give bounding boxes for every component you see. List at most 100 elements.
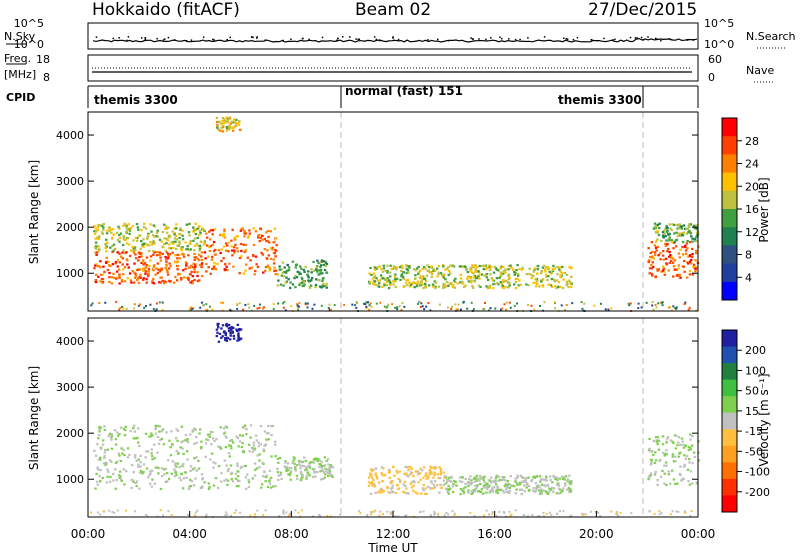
velocity-cell (436, 473, 439, 476)
power-cell (382, 264, 385, 267)
power-cell (254, 230, 258, 233)
power-cell (370, 273, 373, 277)
velocity-cell (505, 485, 509, 489)
velocity-cell (695, 481, 699, 484)
nsky-dot (213, 39, 215, 41)
velocity-cell (243, 424, 247, 427)
power-cell (138, 275, 141, 279)
power-cell (304, 265, 307, 268)
power-cell (687, 262, 690, 265)
velocity-cell (287, 514, 290, 517)
velocity-cell (230, 447, 233, 450)
velocity-cell (292, 459, 295, 462)
velocity-cell (247, 478, 250, 482)
power-cell (470, 279, 473, 282)
nsky-dot (190, 39, 193, 41)
velocity-cell (116, 434, 120, 438)
power-cell (126, 228, 130, 232)
power-cell (286, 269, 289, 272)
velocity-cell (502, 510, 505, 513)
power-cell (553, 284, 557, 288)
power-cell (186, 245, 189, 248)
power-cell (548, 270, 551, 274)
velocity-cell (308, 464, 311, 467)
power-cell (244, 303, 247, 306)
power-cell (664, 235, 667, 238)
power-cell (464, 284, 467, 287)
velocity-cell (570, 480, 573, 483)
velocity-cell (191, 430, 195, 433)
power-cell (150, 243, 154, 246)
velocity-cell (464, 482, 467, 485)
velocity-cell (137, 463, 140, 466)
velocity-cell (89, 511, 92, 514)
velocity-cell (256, 454, 259, 457)
power-cell (325, 284, 328, 287)
velocity-cell (195, 441, 198, 444)
power-cell (230, 245, 233, 248)
power-cell (656, 245, 660, 249)
power-cell (226, 244, 229, 247)
velocity-cell (419, 478, 422, 481)
velocity-cell (371, 476, 374, 479)
velocity-cell (416, 492, 419, 495)
power-cell (503, 303, 506, 306)
power-cell (444, 268, 447, 271)
velocity-cell (236, 464, 239, 468)
velocity-cell (170, 513, 173, 516)
power-cell (138, 234, 142, 237)
power-cell (236, 122, 239, 125)
power-cell (277, 302, 280, 305)
velocity-cell (110, 447, 114, 450)
velocity-cell (121, 452, 124, 455)
power-cell (540, 270, 543, 273)
velocity-cell (445, 476, 448, 479)
power-cell (145, 281, 148, 284)
power-cell (313, 303, 316, 306)
power-cell (310, 276, 314, 280)
velocity-cell (540, 490, 543, 493)
velocity-cell (433, 467, 437, 470)
velocity-cell (494, 481, 497, 484)
power-cell (543, 301, 546, 304)
power-cell (673, 268, 677, 271)
power-cell (385, 307, 388, 310)
power-cell (469, 270, 472, 273)
velocity-cell (326, 514, 329, 517)
velocity-cell (185, 476, 188, 479)
power-cell (173, 237, 177, 240)
velocity-cell (276, 467, 279, 470)
power-cell (507, 268, 510, 271)
power-cell (661, 304, 664, 307)
power-cell (188, 308, 191, 311)
power-cell (187, 278, 190, 282)
power-cell (127, 223, 130, 226)
nsky-dot (597, 39, 599, 42)
power-cell (663, 232, 667, 235)
velocity-cell (223, 331, 227, 334)
power-cell (484, 268, 487, 271)
power-cell (525, 283, 528, 286)
power-cell (386, 305, 389, 308)
power-cell (374, 266, 377, 269)
power-cell (243, 235, 246, 238)
power-cell (193, 268, 196, 271)
velocity-cell (499, 488, 503, 491)
velocity-cell (223, 479, 226, 482)
power-cell (158, 270, 162, 273)
velocity-cell (228, 455, 232, 458)
velocity-cell (409, 473, 412, 476)
power-cell (283, 300, 286, 303)
power-cell (95, 245, 98, 248)
power-cell (256, 265, 260, 268)
power-cell (200, 274, 204, 278)
velocity-cell (536, 484, 540, 487)
velocity-cell (137, 458, 140, 461)
power-cell (442, 276, 446, 279)
nsky-dot (162, 39, 165, 41)
power-cell (225, 125, 229, 129)
power-cell (398, 305, 401, 308)
velocity-cell (518, 483, 522, 486)
power-cell (99, 266, 102, 269)
power-cell (142, 225, 146, 229)
